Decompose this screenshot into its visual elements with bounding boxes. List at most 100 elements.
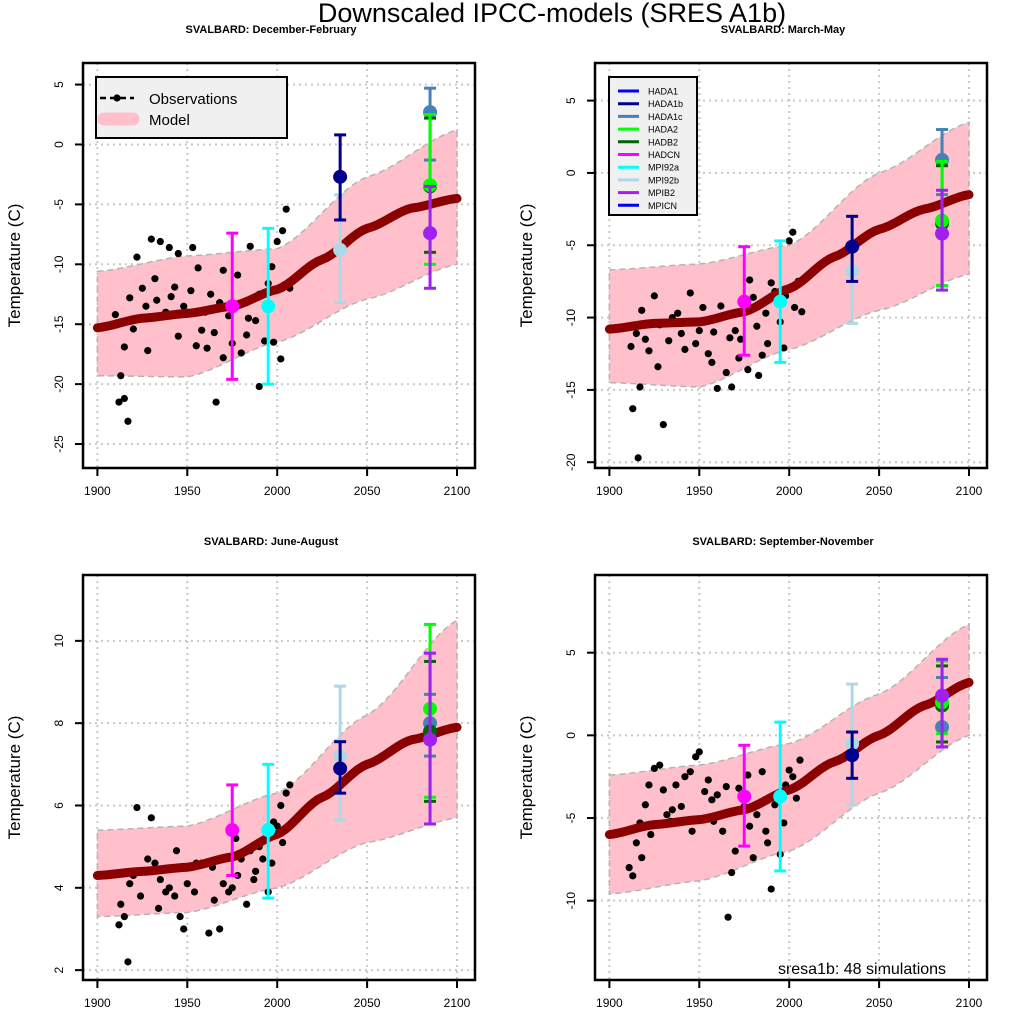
x-tick-label: 1900 xyxy=(596,996,623,1010)
observation-point xyxy=(207,290,215,298)
y-tick-label: -10 xyxy=(52,255,66,273)
errorbar-HADCN xyxy=(737,245,752,357)
observation-point xyxy=(656,761,664,769)
observation-point xyxy=(749,854,757,862)
errorbar-mean xyxy=(845,748,860,763)
observation-point xyxy=(172,847,181,855)
errorbar-HADCN xyxy=(225,231,240,381)
y-tick-label: 5 xyxy=(564,649,578,656)
observation-point xyxy=(174,249,182,258)
observation-point xyxy=(789,228,797,236)
observation-point xyxy=(735,784,743,792)
observation-point xyxy=(174,332,182,340)
observation-point xyxy=(133,253,141,261)
observation-point xyxy=(785,766,793,774)
observation-point xyxy=(645,781,653,789)
observation-point xyxy=(246,242,254,250)
observation-point xyxy=(722,368,730,377)
observation-point xyxy=(120,394,128,403)
observation-point xyxy=(138,284,146,292)
observation-point xyxy=(273,822,281,830)
observation-point xyxy=(268,263,276,271)
observation-point xyxy=(187,287,195,295)
observation-point xyxy=(767,279,775,287)
y-tick-label: 0 xyxy=(564,169,578,176)
y-tick-label: -25 xyxy=(52,435,66,453)
observation-point xyxy=(677,802,685,811)
errorbar-mean xyxy=(261,823,276,838)
observation-point xyxy=(726,334,734,342)
legend-obs-label: Observations xyxy=(149,91,237,108)
observation-point xyxy=(688,827,696,835)
observation-point xyxy=(728,383,736,391)
errorbar-mean xyxy=(423,732,438,747)
panel-title: SVALBARD: March-May xyxy=(721,24,846,36)
observation-point xyxy=(252,867,260,875)
observation-point xyxy=(764,340,772,348)
y-tick-label: -5 xyxy=(564,812,578,823)
observation-point xyxy=(151,275,159,283)
observation-point xyxy=(695,326,703,335)
observation-point xyxy=(277,801,285,810)
x-tick-label: 2000 xyxy=(264,484,291,498)
observation-point xyxy=(190,888,199,896)
x-tick-label: 1900 xyxy=(84,996,111,1010)
observation-point xyxy=(753,811,761,819)
observation-point xyxy=(638,854,646,862)
observation-point xyxy=(144,346,152,355)
observation-point xyxy=(641,801,649,809)
x-tick-label: 2100 xyxy=(956,996,983,1010)
observation-point xyxy=(753,322,761,330)
observation-point xyxy=(672,781,680,789)
y-axis-label: Temperature (C) xyxy=(5,204,24,328)
plot-frame xyxy=(593,573,989,982)
observation-point xyxy=(762,309,770,317)
y-tick-label: 4 xyxy=(52,884,66,891)
observation-point xyxy=(792,794,800,802)
observation-point xyxy=(708,358,716,367)
observation-point xyxy=(210,329,218,337)
observation-point xyxy=(790,303,799,312)
observation-point xyxy=(746,276,754,284)
observation-point xyxy=(192,342,200,350)
x-tick-label: 1950 xyxy=(174,484,201,498)
y-tick-label: -15 xyxy=(564,381,578,399)
observation-point xyxy=(647,830,655,839)
errorbar-mean xyxy=(333,169,348,184)
observation-point xyxy=(282,205,290,213)
panel-title: SVALBARD: June-August xyxy=(204,536,339,548)
x-tick-label: 2100 xyxy=(956,484,983,498)
x-tick-label: 2100 xyxy=(444,484,471,498)
legend-label-HADA1b: HADA1b xyxy=(648,99,683,109)
observation-point xyxy=(632,329,640,338)
errorbar-mean xyxy=(935,226,950,241)
observation-point xyxy=(259,855,267,863)
legend-label-MPI92a: MPI92a xyxy=(648,163,679,173)
observation-point xyxy=(255,382,263,391)
observation-point xyxy=(273,237,281,246)
panel-title: SVALBARD: September-November xyxy=(692,536,874,548)
errorbar-mean xyxy=(845,239,860,254)
observation-point xyxy=(151,859,159,867)
observation-point xyxy=(120,913,128,921)
y-tick-label: 5 xyxy=(52,81,66,88)
legend: Observations Model xyxy=(95,76,288,139)
observation-point xyxy=(171,892,179,900)
observation-point xyxy=(686,768,694,776)
observation-point xyxy=(789,773,797,781)
observation-point xyxy=(627,342,635,351)
observation-point xyxy=(713,384,721,393)
errorbar-mean xyxy=(773,789,788,804)
errorbar-HADCN xyxy=(225,783,240,877)
x-tick-label: 2000 xyxy=(776,484,803,498)
legend-label-MPIB2: MPIB2 xyxy=(648,188,675,198)
observation-point xyxy=(650,292,658,300)
observation-point xyxy=(203,344,211,352)
observation-point xyxy=(244,314,253,322)
panel-2: SVALBARD: March-May 1900 1950 2000 2050 2100 5… xyxy=(517,24,989,498)
y-tick-label: -10 xyxy=(564,309,578,327)
observation-point xyxy=(144,855,152,863)
observation-point xyxy=(699,303,707,312)
observation-point xyxy=(156,237,164,246)
